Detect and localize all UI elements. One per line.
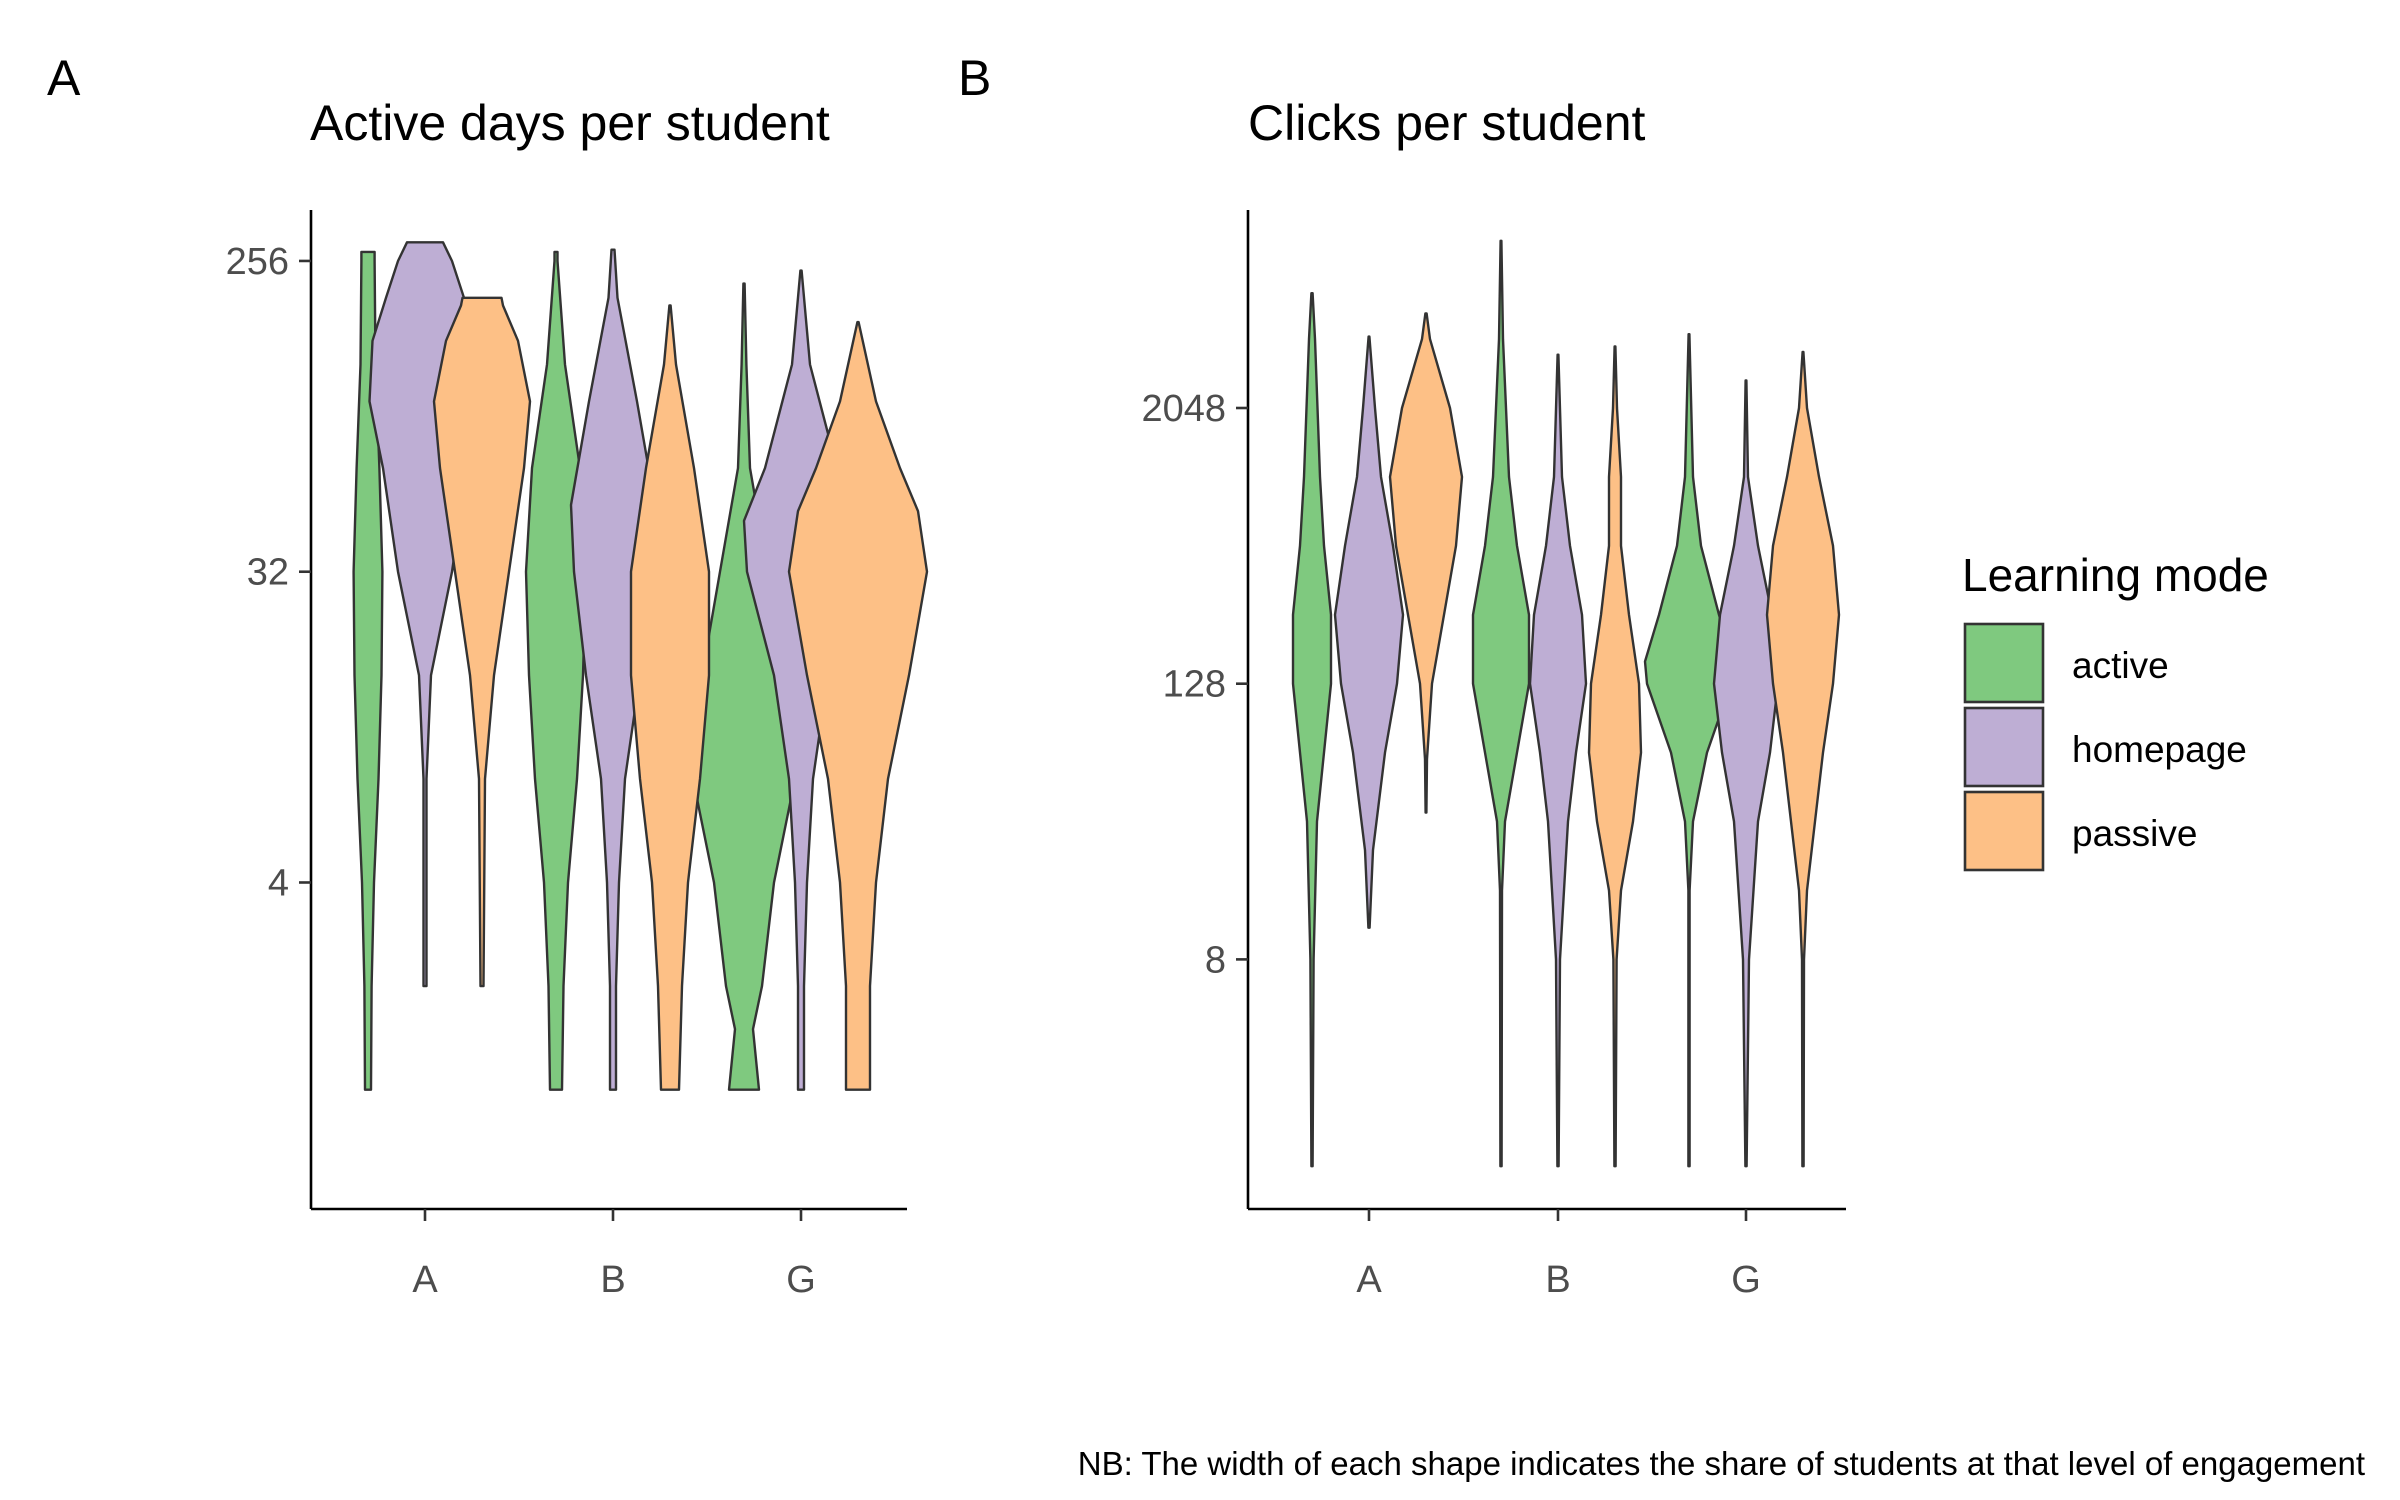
legend-key-passive	[1963, 790, 2045, 872]
legend-key-homepage	[1963, 706, 2045, 788]
panel-a-letter: A	[47, 50, 81, 106]
violin-passive-A	[1388, 312, 1464, 814]
violin-active-B	[1471, 239, 1531, 1168]
y-tick-label: 32	[247, 552, 289, 594]
violin-active-A	[1291, 292, 1333, 1168]
legend: Learning mode active homepage passive	[1962, 549, 2269, 872]
legend-label-active: active	[2072, 645, 2169, 686]
panel-b-violins	[1291, 239, 1841, 1168]
y-tick-label: 256	[226, 241, 289, 283]
legend-key-active	[1963, 622, 2045, 704]
legend-item-homepage: homepage	[1963, 706, 2247, 788]
x-tick-label: B	[1545, 1259, 1570, 1301]
violin-passive-G	[787, 320, 929, 1091]
violin-homepage-B	[569, 248, 657, 1091]
footnote: NB: The width of each shape indicates th…	[1078, 1445, 2365, 1482]
panel-a-violins	[352, 241, 929, 1091]
violin-homepage-B	[1528, 353, 1588, 1168]
x-tick-label: A	[412, 1259, 438, 1301]
panel-clicks: B Clicks per student 8 128 2048 A B G	[958, 50, 1846, 1301]
violin-homepage-A	[1333, 335, 1405, 929]
panel-a-title: Active days per student	[310, 95, 830, 151]
violin-active-G	[688, 282, 800, 1091]
violin-passive-G	[1765, 350, 1841, 1168]
legend-item-active: active	[1963, 622, 2169, 704]
y-tick-label: 128	[1163, 664, 1226, 706]
x-tick-label: G	[786, 1259, 816, 1301]
y-tick-label: 8	[1205, 939, 1226, 981]
panel-b-title: Clicks per student	[1248, 95, 1645, 151]
x-tick-label: A	[1356, 1259, 1382, 1301]
legend-label-passive: passive	[2072, 813, 2197, 854]
panel-active-days: A Active days per student 4 32 256 A B G	[47, 50, 929, 1301]
legend-item-passive: passive	[1963, 790, 2197, 872]
violin-passive-B	[1587, 345, 1643, 1168]
violin-passive-B	[629, 304, 711, 1091]
violin-homepage-G	[1712, 379, 1780, 1168]
violin-active-A	[352, 250, 384, 1091]
x-tick-label: G	[1731, 1259, 1761, 1301]
violin-active-G	[1643, 333, 1735, 1168]
y-tick-label: 4	[268, 862, 289, 904]
legend-title: Learning mode	[1962, 549, 2269, 601]
panel-b-y-ticks: 8 128 2048	[1141, 388, 1248, 981]
panel-a-y-ticks: 4 32 256	[226, 241, 311, 904]
x-tick-label: B	[600, 1259, 625, 1301]
violin-passive-A	[432, 296, 532, 988]
y-tick-label: 2048	[1141, 388, 1226, 430]
panel-b-letter: B	[958, 50, 991, 106]
violin-active-B	[524, 250, 588, 1091]
legend-label-homepage: homepage	[2072, 729, 2247, 770]
